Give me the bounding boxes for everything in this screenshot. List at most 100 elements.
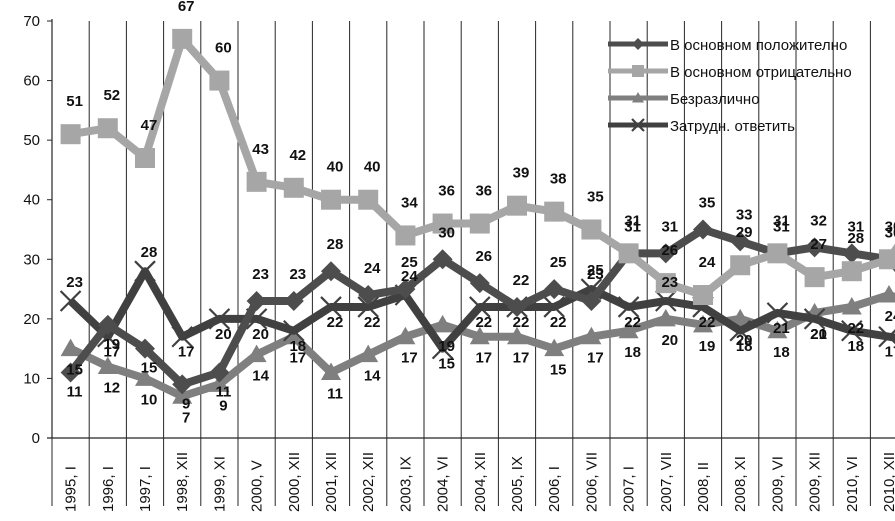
- data-label: 36: [475, 183, 492, 200]
- data-point: [618, 243, 639, 264]
- data-label: 20: [252, 326, 269, 343]
- x-tick-label: 1995, I: [63, 466, 80, 512]
- data-point: [358, 285, 379, 306]
- y-tick-label: 40: [23, 192, 40, 209]
- data-label: 9: [182, 395, 190, 412]
- data-label: 14: [252, 368, 269, 385]
- data-point: [431, 337, 454, 360]
- data-label: 10: [141, 391, 158, 408]
- data-point: [59, 290, 82, 312]
- data-label: 33: [736, 206, 753, 223]
- data-label: 17: [475, 350, 492, 367]
- x-tick-label: 2000, V: [249, 460, 266, 512]
- data-point: [469, 273, 490, 294]
- data-point: [395, 225, 416, 246]
- data-point: [209, 374, 230, 392]
- data-point: [283, 177, 304, 198]
- x-tick-label: 2005, IX: [509, 456, 526, 512]
- data-label: 36: [438, 183, 455, 200]
- data-label: 25: [550, 254, 567, 271]
- data-label: 15: [66, 362, 83, 379]
- data-point: [804, 237, 825, 258]
- data-label: 11: [67, 383, 83, 400]
- data-label: 43: [252, 141, 269, 158]
- data-label: 18: [289, 338, 306, 355]
- data-label: 11: [327, 385, 343, 402]
- data-point: [507, 296, 527, 317]
- data-point: [357, 296, 379, 318]
- x-tick-label: 2008, II: [695, 462, 712, 512]
- data-label: 26: [475, 248, 492, 265]
- data-point: [767, 320, 788, 339]
- data-label: 67: [178, 0, 195, 15]
- data-point: [766, 302, 789, 324]
- data-label: 14: [364, 368, 381, 385]
- data-label: 24: [401, 268, 418, 285]
- data-point: [469, 296, 491, 318]
- x-tick-label: 2009, VI: [769, 456, 786, 512]
- data-point: [283, 326, 304, 345]
- data-point: [729, 319, 751, 342]
- data-point: [841, 261, 862, 282]
- data-label: 30: [885, 224, 895, 241]
- data-label: 51: [66, 93, 83, 110]
- data-label: 42: [289, 147, 306, 164]
- data-point: [97, 118, 118, 139]
- data-label: 28: [847, 230, 864, 247]
- data-label: 31: [661, 218, 678, 235]
- data-point: [321, 362, 341, 380]
- legend-label: В основном отрицательно: [670, 64, 852, 81]
- grid-lines: [51, 21, 871, 506]
- data-label: 26: [661, 242, 678, 259]
- legend-label: В основном положително: [670, 37, 847, 54]
- legend-label: Затрудн. ответить: [670, 118, 795, 135]
- data-point: [432, 213, 453, 234]
- data-label: 28: [327, 236, 344, 253]
- data-label: 29: [736, 224, 753, 241]
- y-tick-label: 70: [23, 13, 40, 30]
- data-label: 47: [141, 117, 158, 134]
- data-point: [97, 314, 118, 335]
- data-point: [321, 189, 341, 210]
- data-label: 17: [513, 350, 530, 367]
- data-point: [767, 243, 788, 264]
- data-point: [730, 308, 751, 327]
- x-tick-label: 2000, XII: [286, 452, 303, 512]
- data-label: 22: [327, 314, 344, 331]
- data-point: [60, 338, 81, 357]
- data-point: [803, 308, 826, 330]
- x-tick-label: 2006, VII: [583, 452, 600, 512]
- data-label: 20: [215, 326, 232, 343]
- data-point: [283, 319, 305, 342]
- data-label: 39: [513, 165, 530, 182]
- x-tick-label: 2010, XII: [881, 452, 895, 512]
- data-label: 22: [699, 314, 716, 331]
- data-point: [507, 326, 527, 345]
- data-label: 20: [736, 332, 753, 349]
- data-point: [469, 326, 490, 345]
- x-tick-label: 2009, XII: [807, 452, 824, 512]
- x-tick-label: 2008, XI: [732, 456, 749, 512]
- data-point: [395, 279, 416, 300]
- data-point: [693, 314, 713, 333]
- data-label: 19: [103, 336, 120, 353]
- data-label: 18: [624, 344, 641, 361]
- data-label: 15: [438, 356, 455, 373]
- data-label: 35: [699, 195, 716, 212]
- data-label: 12: [103, 380, 120, 397]
- data-point: [134, 260, 156, 282]
- data-point: [543, 296, 565, 318]
- x-tick-label: 2007, I: [621, 466, 638, 512]
- data-label: 22: [550, 314, 567, 331]
- data-label: 31: [773, 212, 790, 229]
- y-tick-label: 50: [23, 132, 40, 149]
- data-label: 30: [438, 224, 455, 241]
- data-point: [544, 201, 565, 222]
- data-label: 31: [624, 212, 641, 229]
- data-label: 34: [401, 194, 418, 211]
- data-point: [804, 267, 825, 288]
- data-point: [632, 92, 644, 103]
- data-point: [469, 213, 490, 234]
- data-point: [283, 290, 304, 311]
